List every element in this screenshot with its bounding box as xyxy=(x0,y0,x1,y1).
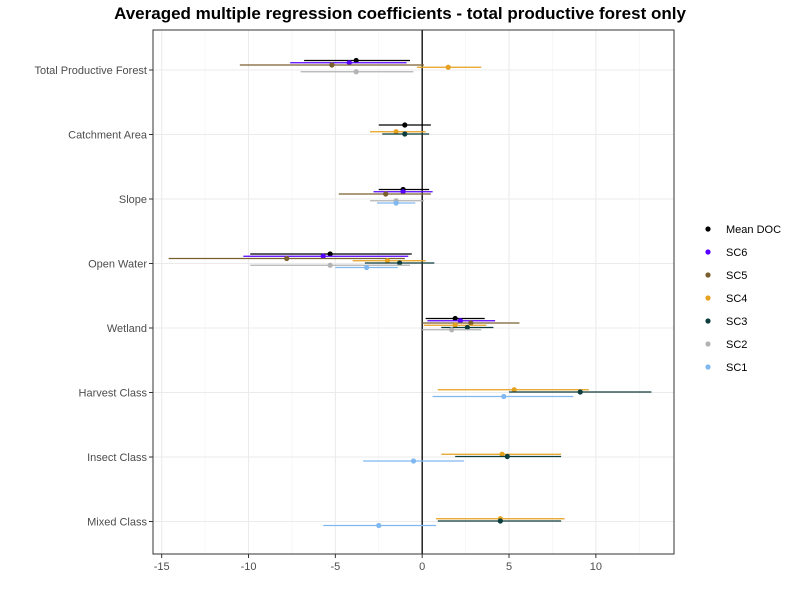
point-sc4 xyxy=(511,387,517,393)
point-sc4 xyxy=(393,129,399,135)
panel-border xyxy=(152,29,675,555)
legend-label: Mean DOC xyxy=(726,224,781,236)
point-sc6 xyxy=(400,189,406,195)
point-sc4 xyxy=(499,451,505,457)
point-sc6 xyxy=(457,318,463,324)
legend: Mean DOC SC6 SC5 SC4 SC3 SC2 SC1 xyxy=(705,224,781,374)
point-sc1 xyxy=(501,393,507,400)
legend-label: SC6 xyxy=(726,247,747,259)
point-mean-doc xyxy=(353,57,359,64)
legend-key xyxy=(705,318,711,324)
legend-label: SC4 xyxy=(726,293,747,305)
legend-key xyxy=(705,295,711,301)
point-sc5 xyxy=(329,62,335,68)
point-sc3 xyxy=(497,518,503,524)
y-tick-label: Open Water xyxy=(88,259,147,271)
x-tick-label: 0 xyxy=(419,561,425,573)
point-sc5 xyxy=(383,191,389,197)
point-sc3 xyxy=(577,389,583,395)
legend-key xyxy=(705,249,711,255)
legend-label: SC2 xyxy=(726,339,747,351)
legend-key xyxy=(705,226,711,232)
y-tick-label: Slope xyxy=(119,194,147,206)
x-tick-label: -15 xyxy=(154,561,170,573)
point-sc2 xyxy=(327,262,333,268)
x-tick-label: 5 xyxy=(506,561,512,573)
point-sc6 xyxy=(346,60,352,66)
point-sc1 xyxy=(393,200,399,206)
point-mean-doc xyxy=(402,122,408,128)
point-mean-doc xyxy=(452,315,458,322)
y-tick-label: Wetland xyxy=(107,323,147,335)
point-sc1 xyxy=(410,458,417,464)
point-mean-doc xyxy=(327,251,333,257)
legend-label: SC3 xyxy=(726,316,747,328)
point-sc1 xyxy=(364,264,370,271)
point-sc2 xyxy=(353,69,359,75)
legend-label: SC1 xyxy=(726,362,747,374)
legend-label: SC5 xyxy=(726,270,747,282)
chart-title: Averaged multiple regression coefficient… xyxy=(114,4,686,23)
point-sc4 xyxy=(384,258,391,264)
y-tick-label: Mixed Class xyxy=(87,517,147,529)
point-sc5 xyxy=(468,320,474,326)
point-sc3 xyxy=(504,453,510,460)
point-sc3 xyxy=(397,260,403,266)
panel-background xyxy=(153,30,674,554)
point-sc3 xyxy=(464,324,470,331)
grid-layer xyxy=(153,30,674,554)
y-tick-label: Total Productive Forest xyxy=(35,65,148,77)
x-tick-label: 10 xyxy=(590,561,602,573)
axis-layer: -15 -10 -5 0 5 10 Total Productive Forest Catch… xyxy=(35,65,602,573)
y-tick-label: Insect Class xyxy=(87,452,147,464)
y-tick-label: Catchment Area xyxy=(68,130,148,142)
x-tick-label: -5 xyxy=(330,561,340,573)
point-sc5 xyxy=(284,255,290,262)
point-sc3 xyxy=(402,131,408,137)
point-sc4 xyxy=(445,64,451,70)
legend-key xyxy=(705,341,711,347)
point-sc6 xyxy=(320,253,326,259)
legend-key xyxy=(705,364,711,370)
data-layer xyxy=(168,30,652,554)
y-tick-label: Harvest Class xyxy=(79,388,148,400)
point-sc4 xyxy=(452,322,458,328)
x-tick-label: -10 xyxy=(241,561,257,573)
point-sc1 xyxy=(376,522,382,529)
point-sc2 xyxy=(449,327,455,333)
legend-key xyxy=(705,272,711,278)
